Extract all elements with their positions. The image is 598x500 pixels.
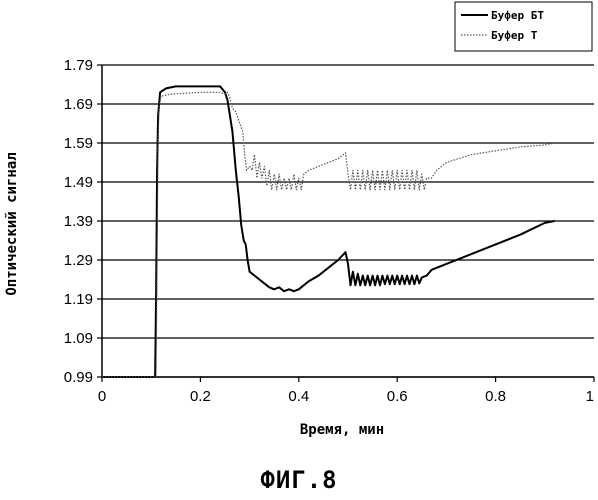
x-tick-label-4: 0.8 (485, 388, 506, 405)
x-axis-ticks: 0 0.2 0.4 0.6 0.8 1 (98, 377, 594, 405)
series-layer (102, 86, 555, 377)
legend: Буфер БТ Буфер Т (455, 2, 592, 51)
figure-caption: ФИГ.8 (0, 466, 598, 494)
series-line-0 (102, 86, 555, 377)
y-tick-label-6: 1.59 (64, 135, 93, 152)
y-tick-label-4: 1.39 (64, 213, 93, 230)
series-line-1 (102, 92, 555, 377)
y-axis-ticks: 0.99 1.09 1.19 1.29 1.39 1.49 1.59 1.69 1.79 (64, 57, 102, 386)
y-tick-label-0: 0.99 (64, 369, 93, 386)
y-tick-label-2: 1.19 (64, 291, 93, 308)
y-tick-label-1: 1.09 (64, 330, 93, 347)
x-tick-label-3: 0.6 (387, 388, 408, 405)
y-tick-label-5: 1.49 (64, 174, 93, 191)
y-tick-label-7: 1.69 (64, 96, 93, 113)
x-tick-label-0: 0 (98, 388, 106, 405)
y-tick-label-3: 1.29 (64, 252, 93, 269)
x-tick-label-5: 1 (586, 388, 594, 405)
legend-label-1: Буфер Т (491, 29, 538, 42)
x-tick-label-1: 0.2 (190, 388, 211, 405)
y-tick-label-8: 1.79 (64, 57, 93, 74)
gridlines (102, 65, 594, 377)
x-tick-label-2: 0.4 (288, 388, 309, 405)
y-axis-label: Оптический сигнал (4, 152, 20, 295)
legend-label-0: Буфер БТ (491, 9, 544, 22)
x-axis-label: Время, мин (300, 422, 384, 438)
